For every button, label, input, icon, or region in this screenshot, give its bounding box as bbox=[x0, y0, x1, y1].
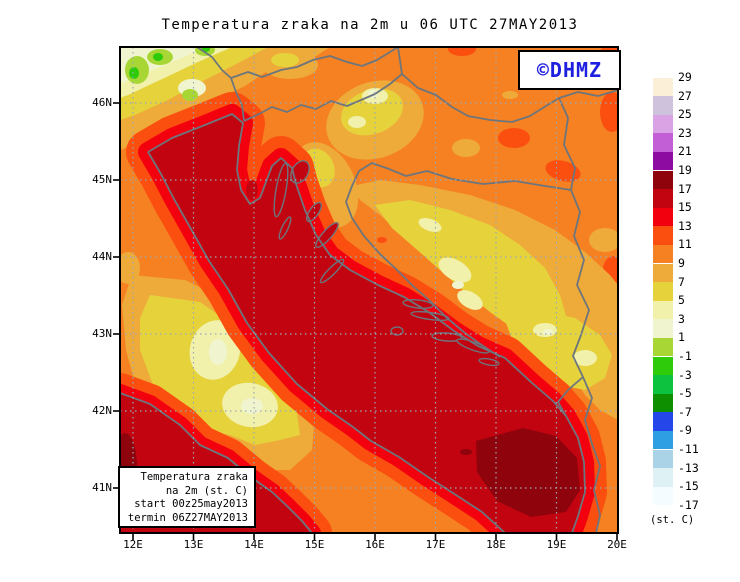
colorbar-swatch bbox=[653, 393, 673, 413]
colorbar-swatch bbox=[653, 319, 673, 338]
copyright-watermark: ©DHMZ bbox=[536, 58, 603, 82]
map-frame bbox=[113, 46, 619, 540]
colorbar-tick-label: -3 bbox=[678, 367, 692, 382]
colorbar-tick-label: 29 bbox=[678, 70, 692, 84]
colorbar-tick-label: 3 bbox=[678, 311, 685, 326]
adriatic-islands bbox=[273, 160, 500, 367]
colorbar-swatch bbox=[653, 337, 673, 357]
colorbar-tick-label: 1 bbox=[678, 330, 685, 345]
lon-tick-label: 12E bbox=[123, 538, 143, 551]
colorbar-tick-label: 5 bbox=[678, 293, 685, 308]
colorbar-swatch bbox=[653, 189, 673, 208]
country-borders bbox=[196, 48, 617, 532]
colorbar-tick-label: 21 bbox=[678, 144, 692, 159]
colorbar-unit-label: (st. C) bbox=[650, 514, 695, 526]
colorbar-swatch bbox=[653, 263, 673, 283]
gridlines bbox=[121, 48, 617, 532]
colorbar-swatch bbox=[653, 468, 673, 487]
colorbar-tick-label: 17 bbox=[678, 181, 692, 196]
colorbar-swatch bbox=[653, 300, 673, 320]
colorbar-tick-label: 19 bbox=[678, 163, 692, 177]
lat-tick-label: 46N bbox=[92, 96, 112, 109]
colorbar-swatch bbox=[653, 356, 673, 376]
colorbar-swatch bbox=[653, 170, 673, 190]
colorbar-tick-label: -13 bbox=[678, 460, 699, 475]
colorbar-swatch bbox=[653, 282, 673, 301]
info-line: start 00z25may2013 bbox=[134, 498, 248, 510]
colorbar-tick-label: -5 bbox=[678, 386, 692, 401]
colorbar-swatch bbox=[653, 114, 673, 134]
colorbar-tick-label: 13 bbox=[678, 218, 692, 233]
forecast-info-box: Temperatura zraka na 2m (st. C) start 00… bbox=[118, 466, 256, 528]
colorbar-swatch bbox=[653, 226, 673, 245]
colorbar-tick-label: 23 bbox=[678, 125, 692, 140]
colorbar-tick-label: -1 bbox=[678, 349, 692, 363]
colorbar-tick-label: 9 bbox=[678, 256, 685, 270]
info-line: termin 06Z27MAY2013 bbox=[127, 511, 248, 524]
lat-tick-label: 43N bbox=[92, 327, 112, 340]
colorbar-swatch bbox=[653, 77, 673, 97]
lon-tick-label: 20E bbox=[607, 538, 627, 551]
lon-tick-label: 17E bbox=[425, 538, 446, 551]
colorbar-swatch bbox=[653, 486, 673, 506]
colorbar-swatch bbox=[653, 244, 673, 264]
colorbar-tick-label: 11 bbox=[678, 237, 692, 252]
dinaric-highlands-region bbox=[352, 180, 617, 420]
colorbar-tick-label: 15 bbox=[678, 200, 692, 215]
info-line: na 2m (st. C) bbox=[165, 484, 248, 497]
colorbar-swatch bbox=[653, 151, 673, 171]
colorbar-swatch bbox=[653, 133, 673, 152]
copyright-watermark-box: ©DHMZ bbox=[518, 50, 621, 90]
lat-tick-label: 42N bbox=[92, 404, 112, 417]
colorbar-tick-label: 25 bbox=[678, 107, 692, 122]
colorbar-tick-label: -11 bbox=[678, 442, 699, 456]
colorbar-tick-label: 7 bbox=[678, 274, 685, 289]
colorbar-tick-label: -7 bbox=[678, 404, 692, 419]
slovenia-highlands-patch bbox=[262, 51, 424, 228]
colorbar-swatch bbox=[653, 449, 673, 469]
colorbar-swatch bbox=[653, 96, 673, 115]
info-line: Temperatura zraka bbox=[140, 471, 248, 483]
colorbar-swatch bbox=[653, 430, 673, 450]
lon-tick-label: 13E bbox=[183, 538, 204, 551]
lat-tick-label: 45N bbox=[92, 173, 112, 186]
lon-tick-label: 18E bbox=[486, 538, 506, 551]
lat-tick-label: 44N bbox=[92, 250, 112, 263]
page-title: Temperatura zraka na 2m u 06 UTC 27MAY20… bbox=[161, 17, 579, 33]
colorbar-swatch bbox=[653, 412, 673, 431]
lon-tick-label: 15E bbox=[304, 538, 325, 551]
colorbar-tick-label: -9 bbox=[678, 423, 692, 438]
lon-tick-label: 16E bbox=[365, 538, 385, 551]
colorbar-swatch bbox=[653, 207, 673, 227]
lat-tick-label: 41N bbox=[92, 481, 112, 494]
lon-tick-label: 19E bbox=[546, 538, 567, 551]
colorbar-tick-label: 27 bbox=[678, 88, 692, 103]
colorbar-tick-label: -17 bbox=[678, 497, 699, 512]
colorbar-tick-label: -15 bbox=[678, 479, 699, 494]
lon-tick-label: 14E bbox=[244, 538, 264, 551]
colorbar-swatch bbox=[653, 375, 673, 394]
